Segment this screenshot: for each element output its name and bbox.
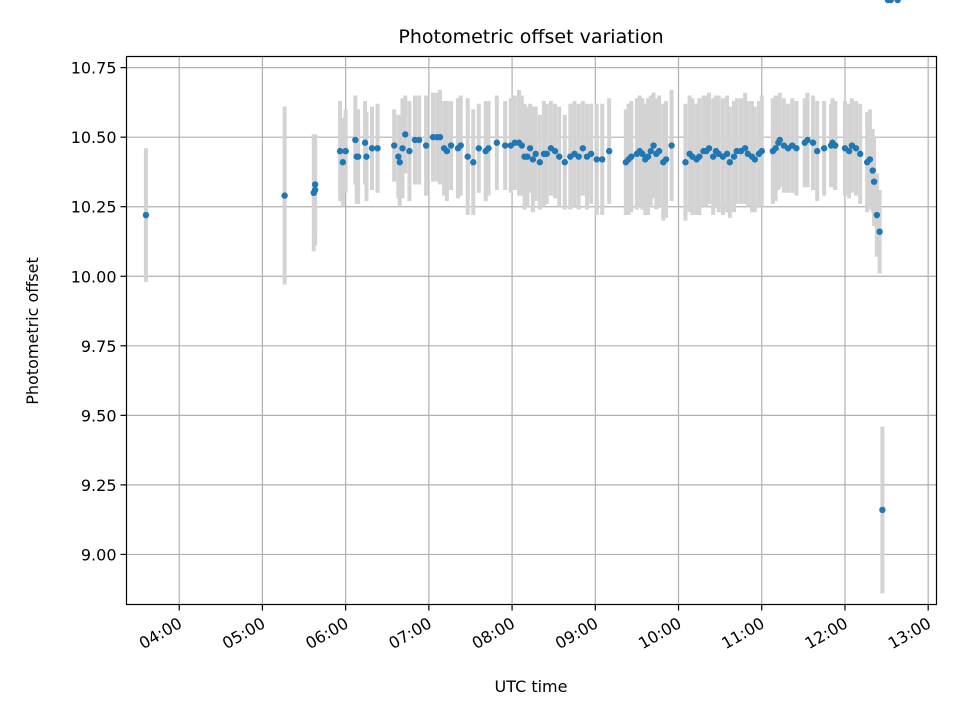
data-point: [639, 150, 646, 158]
data-point: [705, 145, 713, 152]
data-point: [501, 142, 509, 149]
data-point: [532, 150, 539, 158]
data-point: [793, 145, 800, 152]
data-point: [593, 156, 600, 163]
data-point: [396, 159, 403, 166]
data-point: [475, 145, 482, 152]
data-point: [668, 142, 675, 149]
data-point: [644, 153, 652, 160]
data-point: [605, 147, 613, 155]
y-tick-label: 9.00: [81, 545, 117, 564]
data-point: [447, 142, 455, 149]
data-point: [852, 145, 860, 152]
data-point: [518, 142, 525, 149]
data-point: [776, 136, 783, 144]
y-tick-label: 10.75: [71, 59, 117, 78]
data-point: [820, 145, 828, 152]
data-point: [339, 159, 347, 166]
data-point: [368, 145, 376, 152]
data-point: [399, 145, 406, 152]
y-tick-label: 10.25: [71, 198, 117, 217]
data-point: [436, 133, 444, 141]
data-point: [281, 192, 288, 199]
y-tick-label: 9.25: [81, 476, 117, 495]
y-tick-label: 9.50: [81, 406, 117, 425]
data-point: [804, 136, 811, 144]
data-point: [876, 228, 883, 235]
y-tick-label: 10.50: [71, 128, 117, 147]
data-point: [311, 181, 319, 188]
data-point: [354, 153, 362, 160]
y-tick-label: 9.75: [81, 337, 117, 356]
data-point: [696, 153, 703, 160]
data-point: [772, 145, 779, 152]
data-point: [336, 147, 344, 155]
data-point: [845, 147, 853, 155]
data-point: [561, 159, 568, 166]
data-point: [485, 145, 492, 152]
data-point: [628, 153, 635, 160]
data-point-layer: [142, 0, 901, 514]
data-point: [142, 211, 150, 219]
data-point: [464, 153, 471, 160]
data-point: [575, 153, 582, 160]
data-point: [758, 147, 765, 155]
data-point: [390, 142, 398, 149]
data-point: [857, 150, 864, 158]
data-point: [352, 136, 359, 144]
data-point: [814, 147, 821, 155]
data-point: [470, 159, 477, 166]
data-point: [599, 156, 606, 163]
data-point: [587, 150, 595, 158]
data-point: [457, 142, 464, 149]
data-point: [723, 150, 731, 158]
data-point: [579, 145, 587, 152]
data-point: [647, 147, 654, 155]
data-point: [887, 0, 894, 4]
data-point: [406, 147, 413, 155]
data-point: [536, 159, 544, 166]
data-point: [526, 145, 534, 152]
data-point: [374, 145, 381, 152]
data-point: [493, 139, 501, 146]
data-point: [361, 139, 369, 146]
y-tick-label: 10.00: [71, 267, 117, 286]
data-point: [524, 153, 531, 160]
data-point: [443, 147, 451, 155]
data-point: [726, 159, 734, 166]
x-axis-title: UTC time: [495, 677, 568, 696]
y-axis-title: Photometric offset: [23, 257, 42, 405]
plot-frame: [125, 55, 938, 606]
data-point: [395, 153, 402, 160]
data-point: [311, 186, 319, 194]
data-point: [832, 142, 839, 149]
data-point: [894, 0, 901, 4]
data-point: [342, 147, 349, 155]
data-point: [551, 147, 559, 155]
data-point: [655, 147, 663, 155]
chart-title: Photometric offset variation: [398, 26, 663, 48]
data-point: [869, 167, 876, 174]
data-point: [543, 150, 550, 158]
data-point: [751, 156, 759, 163]
data-point: [682, 159, 689, 166]
data-point: [870, 178, 878, 185]
data-point: [662, 156, 670, 163]
data-point: [730, 153, 738, 160]
data-point: [873, 211, 881, 219]
data-point: [650, 142, 657, 149]
data-point: [556, 153, 563, 160]
data-point: [422, 142, 430, 149]
data-point: [709, 153, 717, 160]
data-point: [879, 506, 886, 514]
data-point: [415, 136, 423, 144]
data-point: [866, 156, 874, 163]
data-point: [363, 153, 370, 160]
data-point: [529, 156, 537, 163]
data-point: [402, 131, 409, 138]
data-point: [809, 139, 817, 146]
data-point: [741, 145, 749, 152]
y-axis-ticks: 9.00 9.25 9.50 9.75 10.00 10.25 10.50 10.75: [71, 59, 127, 564]
